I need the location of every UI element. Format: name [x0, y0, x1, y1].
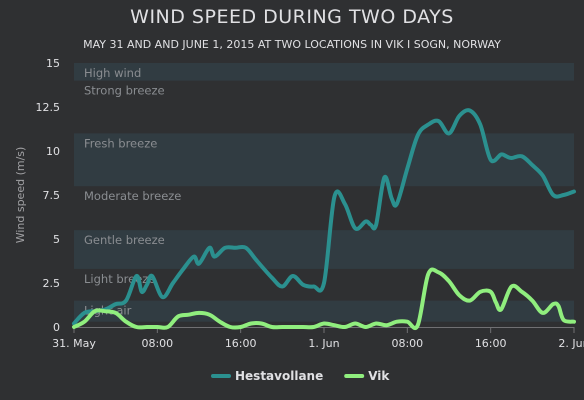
legend-item: Vik [368, 369, 390, 383]
series-line-vik [72, 267, 576, 331]
x-axis: 31. May 08:00 16:00 1. Jun 08:00 16:00 2. Jun [52, 327, 584, 350]
x-tick-label: 16:00 [475, 337, 507, 350]
legend: Hestavollane Vik [211, 369, 390, 383]
band-label: Moderate breeze [84, 189, 181, 203]
chart-title: WIND SPEED DURING TWO DAYS [130, 6, 454, 28]
x-tick-label: 16:00 [225, 337, 257, 350]
band-rect [74, 63, 574, 81]
band-label: High wind [84, 66, 141, 80]
y-tick-label: 2.5 [43, 277, 61, 290]
y-tick-label: 12.5 [36, 101, 61, 114]
y-tick-label: 7.5 [43, 189, 61, 202]
y-axis-ticks: 0 2.5 5 7.5 10 12.5 15 [36, 57, 61, 334]
legend-item: Hestavollane [235, 369, 323, 383]
y-axis-label: Wind speed (m/s) [14, 147, 27, 244]
series-line-hestavollane [72, 108, 576, 326]
y-tick-label: 10 [46, 145, 60, 158]
y-tick-label: 0 [53, 321, 60, 334]
band-label: Strong breeze [84, 84, 165, 98]
x-tick-label: 1. Jun [308, 337, 339, 350]
x-tick-label: 2. Jun [558, 337, 584, 350]
y-tick-label: 15 [46, 57, 60, 70]
band-rect [74, 230, 574, 269]
x-tick-label: 08:00 [141, 337, 173, 350]
series-layer [72, 108, 576, 331]
y-tick-label: 5 [53, 233, 60, 246]
x-tick-label: 31. May [52, 337, 96, 350]
band-label: Gentle breeze [84, 233, 165, 247]
band-label: Light breeze [84, 272, 155, 286]
band-rect [74, 300, 574, 322]
x-tick-label: 08:00 [391, 337, 423, 350]
band-label: Fresh breeze [84, 136, 157, 150]
chart-subtitle: MAY 31 AND AND JUNE 1, 2015 AT TWO LOCAT… [83, 38, 501, 51]
